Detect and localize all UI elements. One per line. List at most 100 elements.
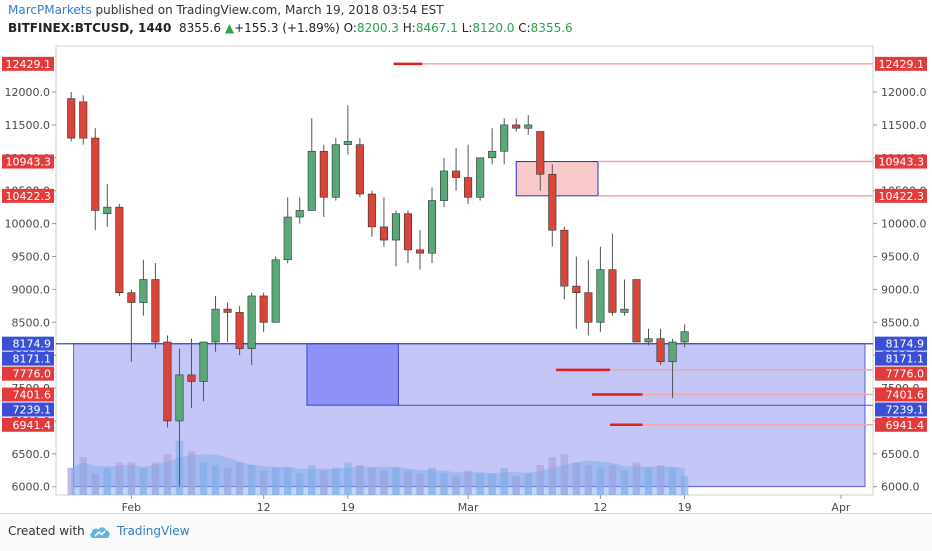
- candle-body: [319, 150, 328, 198]
- volume-bar: [320, 470, 328, 495]
- candle-body: [67, 98, 76, 139]
- price-label-left: 10943.3: [2, 154, 54, 169]
- candle-body: [536, 131, 545, 175]
- candle-body: [560, 229, 569, 287]
- volume-bar: [392, 467, 400, 495]
- volume-bar: [380, 470, 388, 495]
- price-label-right: 12429.1: [875, 56, 927, 71]
- price-label-right: 10422.3: [875, 188, 927, 203]
- x-tick-label: 12: [593, 501, 607, 513]
- y-tick-label-right: 9000.0: [881, 283, 920, 296]
- candle-body: [656, 338, 665, 363]
- price-label-text: 7401.6: [13, 389, 52, 402]
- price-label-text: 12429.1: [6, 58, 52, 71]
- candle-body: [211, 308, 220, 343]
- volume-bar: [668, 467, 677, 495]
- price-label-text: 10422.3: [6, 190, 52, 203]
- chart-header: MarcPMarkets published on TradingView.co…: [0, 0, 932, 44]
- price-label-right: 6941.4: [875, 417, 927, 432]
- volume-bar: [644, 467, 653, 495]
- price-label-bg: [875, 417, 927, 432]
- volume-bar: [91, 473, 99, 495]
- candle-body: [355, 144, 364, 195]
- volume-bar: [283, 467, 292, 495]
- candle-body: [127, 292, 136, 303]
- volume-bar: [332, 467, 340, 495]
- publish-line: MarcPMarkets published on TradingView.co…: [8, 3, 444, 17]
- volume-bar: [536, 465, 544, 495]
- price-label-text: 7239.1: [886, 404, 925, 417]
- volume-bar: [271, 467, 280, 495]
- price-label-text: 7239.1: [13, 404, 52, 417]
- volume-bar: [584, 465, 593, 495]
- candle-body: [500, 124, 509, 152]
- price-label-left: 7776.0: [2, 366, 54, 381]
- symbol-name: BITFINEX:BTCUSD, 1440: [8, 21, 172, 35]
- candle-body: [668, 341, 677, 363]
- volume-bar: [512, 475, 520, 495]
- volume-bar: [163, 454, 172, 495]
- candle-body: [403, 213, 413, 251]
- candle-body: [572, 285, 581, 293]
- y-tick-label-right: 8500.0: [881, 316, 920, 329]
- low-label: L:: [461, 21, 473, 35]
- volume-bar: [488, 473, 496, 495]
- zone-box: [306, 343, 399, 406]
- y-tick-label-right: 9500.0: [881, 250, 920, 263]
- price-change: +155.3 (+1.89%): [234, 21, 340, 35]
- candle-body: [283, 216, 292, 261]
- tradingview-cloud-icon[interactable]: [88, 524, 112, 540]
- price-label-left: 10422.3: [2, 188, 54, 203]
- candle-body: [632, 279, 641, 343]
- y-tick-label-left: 10000.0: [5, 218, 51, 231]
- volume-bar: [308, 465, 316, 495]
- candle-body: [488, 150, 497, 159]
- candle-body: [247, 295, 256, 349]
- open-label: O:: [343, 21, 357, 35]
- price-label-text: 7776.0: [886, 368, 925, 381]
- volume-bar: [151, 462, 160, 495]
- volume-bar: [187, 451, 196, 495]
- candle-body: [367, 193, 376, 228]
- price-label-text: 10422.3: [879, 190, 925, 203]
- y-tick-label-left: 6500.0: [12, 448, 51, 461]
- y-tick-label-left: 11500.0: [5, 119, 51, 132]
- symbol-line: BITFINEX:BTCUSD, 1440 8355.6 ▲+155.3 (+1…: [8, 21, 573, 35]
- price-label-text: 7401.6: [886, 389, 925, 402]
- volume-bar: [440, 473, 448, 495]
- x-tick-label: 19: [341, 501, 355, 513]
- price-label-text: 7776.0: [13, 368, 52, 381]
- price-label-text: 6941.4: [886, 419, 925, 432]
- price-label-right: 7401.6: [875, 387, 927, 402]
- author-link[interactable]: MarcPMarkets: [8, 3, 92, 17]
- candle-body: [91, 137, 100, 211]
- y-tick-label-right: 6000.0: [881, 481, 920, 494]
- y-tick-label-right: 12000.0: [881, 86, 927, 99]
- candle-body: [163, 341, 172, 422]
- volume-bar: [67, 467, 75, 495]
- candle-body: [596, 269, 605, 323]
- candle-body: [331, 144, 340, 198]
- price-label-text: 10943.3: [6, 156, 52, 169]
- candle-body: [259, 295, 268, 323]
- candle-body: [379, 226, 388, 241]
- price-label-bg: [875, 402, 927, 417]
- footer: Created with TradingView: [0, 513, 932, 551]
- candle-body: [391, 213, 400, 241]
- price-label-text: 8171.1: [13, 353, 52, 366]
- volume-bar: [548, 456, 557, 495]
- candle-body: [415, 249, 425, 254]
- y-tick-label-right: 6500.0: [881, 448, 920, 461]
- candle-body: [452, 170, 461, 178]
- volume-bar: [524, 473, 532, 495]
- price-chart[interactable]: 6000.06000.06500.06500.07000.07000.07500…: [0, 44, 932, 513]
- volume-bar: [680, 475, 689, 495]
- volume-bar: [656, 465, 665, 495]
- price-label-left: 8174.9: [2, 336, 54, 351]
- created-with-text: Created with: [8, 524, 85, 538]
- tradingview-brand[interactable]: TradingView: [117, 524, 190, 538]
- price-label-bg: [2, 154, 54, 169]
- x-tick-label: 19: [678, 501, 692, 513]
- high-label: H:: [402, 21, 416, 35]
- volume-average-area: [71, 454, 685, 495]
